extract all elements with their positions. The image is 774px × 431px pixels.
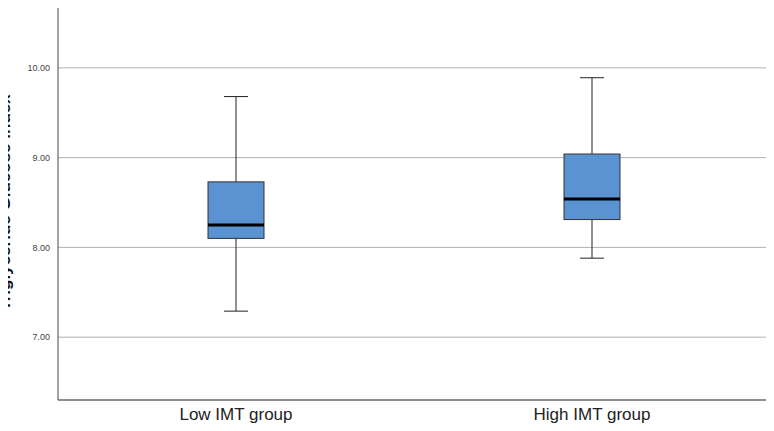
svg-text:High IMT group: High IMT group	[534, 405, 651, 424]
svg-text:Low IMT group: Low IMT group	[179, 405, 292, 424]
svg-text:7.00: 7.00	[32, 332, 50, 342]
svg-text:10.00: 10.00	[27, 63, 50, 73]
svg-text:Triglyceride Glucose Index: Triglyceride Glucose Index	[8, 94, 14, 311]
svg-text:8.00: 8.00	[32, 243, 50, 253]
svg-text:9.00: 9.00	[32, 153, 50, 163]
